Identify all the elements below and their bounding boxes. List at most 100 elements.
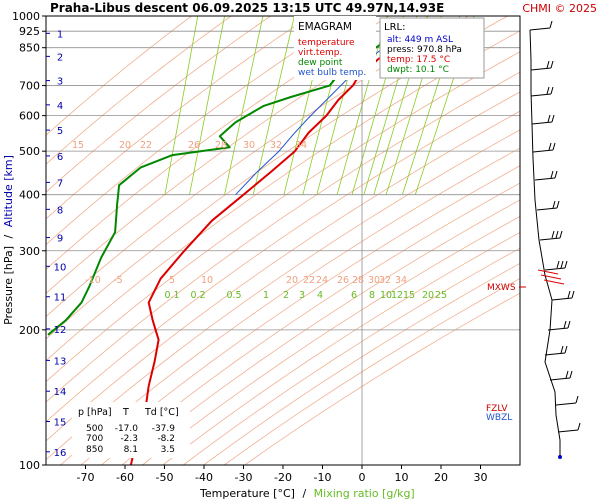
table-row-p: 850 (86, 445, 103, 455)
wind-barb-staff (544, 352, 566, 356)
wind-barb-flag (563, 320, 567, 329)
legend-wet-bulb: wet bulb temp. (298, 68, 366, 78)
x-axis-tick-label: -30 (235, 471, 253, 484)
mixing-ratio-label: 0.5 (226, 290, 241, 301)
pressure-tick-label: 600 (19, 110, 40, 123)
dry-adiabat-line (183, 247, 520, 465)
wind-barb-flag (560, 260, 564, 269)
altitude-tick-label: 9 (57, 234, 63, 245)
wind-barb-flag (547, 114, 551, 123)
dry-adiabat-label: 22 (303, 275, 315, 286)
pressure-tick-label: 100 (19, 459, 40, 472)
dry-adiabat-label: 24 (316, 275, 328, 286)
lrl-altitude: alt: 449 m ASL (387, 35, 453, 45)
dry-adiabat-label: 20 (119, 140, 131, 151)
wind-barb-flag (546, 60, 550, 69)
altitude-tick-label: 3 (57, 77, 63, 88)
mixing-ratio-label: 6 (351, 290, 357, 301)
wind-profile-line (529, 29, 561, 458)
table-row-td: -8.2 (157, 434, 175, 444)
wind-barb-staff (530, 93, 552, 97)
dry-adiabat-line (60, 147, 520, 465)
pressure-tick-label: 300 (19, 245, 40, 258)
altitude-tick-label: 16 (54, 448, 67, 459)
wind-barb-flag (577, 422, 581, 431)
lrl-title: LRL: (384, 22, 405, 33)
x-axis-separator: / (302, 487, 306, 500)
dry-adiabat-label: 10 (201, 275, 213, 286)
surface-wind-dot (558, 455, 562, 459)
legend-temperature: temperature (298, 38, 355, 48)
altitude-tick-label: 2 (57, 52, 63, 63)
wind-barb-flag (556, 200, 560, 209)
lrl-box: LRL: alt: 449 m ASL press: 970.8 hPa tem… (379, 17, 485, 79)
wind-barb-staff (536, 207, 558, 211)
table-header-td: Td [°C] (144, 407, 179, 418)
wind-barb-flag (564, 345, 568, 354)
pressure-tick-label: 850 (19, 42, 40, 55)
wind-barb-flag (567, 320, 571, 329)
sounding-table: p [hPa] T Td [°C] 500 -17.0 -37.9 700 -2… (72, 402, 190, 458)
wind-barb-flag (550, 86, 554, 95)
dry-adiabat-label: 22 (140, 140, 152, 151)
wind-barb-flag (575, 395, 579, 404)
wind-barb-flag (567, 290, 571, 299)
lrl-dewpoint: dwpt: 10.1 °C (387, 65, 449, 75)
wind-barb-flag (555, 230, 559, 239)
max-wind-barb (540, 274, 562, 280)
wind-barbs (529, 20, 581, 459)
dry-adiabat-label: -10 (85, 275, 101, 286)
wind-barb-flag (571, 290, 575, 299)
altitude-tick-label: 13 (54, 356, 67, 367)
table-row-t: 8.1 (124, 445, 138, 455)
x-axis-tick-label: 10 (395, 471, 409, 484)
table-row-p: 700 (86, 434, 103, 444)
wind-barb-staff (534, 177, 556, 181)
mixing-ratio-line (164, 16, 199, 195)
lrl-pressure: press: 970.8 hPa (387, 45, 462, 55)
dry-adiabat-line (121, 199, 520, 465)
dry-adiabat-label: 28 (215, 140, 227, 151)
chart-title: Praha-Libus descent 06.09.2025 13:15 UTC… (50, 1, 444, 15)
mixing-ratio-label: 12 (391, 290, 403, 301)
dry-adiabat-line (46, 110, 520, 442)
x-axis-tick-label: -50 (156, 471, 174, 484)
wind-barb-flag (569, 370, 573, 379)
x-axis-mixing-label: Mixing ratio [g/kg] (314, 487, 415, 500)
wind-barb-staff (532, 149, 554, 153)
mixing-ratio-line (189, 16, 225, 195)
x-axis-tick-label: -40 (195, 471, 213, 484)
dry-adiabat-label: 30 (368, 275, 380, 286)
table-row-t: -17.0 (115, 424, 139, 434)
table-row-t: -2.3 (120, 434, 138, 444)
wind-barb-staff (530, 67, 552, 71)
altitude-tick-label: 12 (54, 325, 67, 336)
altitude-tick-label: 5 (57, 126, 63, 137)
mixing-ratio-label: 1 (263, 290, 269, 301)
altitude-tick-label: 15 (54, 417, 67, 428)
pressure-tick-label: 700 (19, 80, 40, 93)
wind-barb-flag (559, 230, 563, 239)
legend-virtual-temp: virt.temp. (298, 48, 342, 58)
dry-adiabat-line (46, 71, 520, 403)
dry-adiabat-label: 34 (295, 140, 307, 151)
mixing-ratio-label: 3 (299, 290, 305, 301)
mixing-ratio-label: 10 (380, 290, 392, 301)
altitude-tick-label: 4 (57, 101, 63, 112)
x-axis-tick-label: 20 (434, 471, 448, 484)
dry-adiabat-label: 20 (286, 275, 298, 286)
altitude-tick-label: 1 (57, 29, 63, 40)
wind-barb-flag (565, 370, 569, 379)
y-axis-title: Pressure [hPa] / Altitude [km] (2, 155, 15, 325)
x-axis-tick-label: 30 (474, 471, 488, 484)
altitude-tick-label: 10 (54, 262, 67, 273)
wbzl-label: WBZL (486, 413, 512, 423)
wind-barb-flag (552, 142, 556, 151)
legend-title: EMAGRAM (298, 21, 352, 33)
x-axis-tick-label: -70 (77, 471, 95, 484)
mixing-ratio-label: 8 (369, 290, 375, 301)
altitude-tick-label: 7 (57, 178, 63, 189)
fzlv-label: FZLV (486, 404, 508, 414)
svg-text:Temperature [°C] /: Temperature [°C] / Mixing ratio [g/kg] (199, 487, 415, 500)
